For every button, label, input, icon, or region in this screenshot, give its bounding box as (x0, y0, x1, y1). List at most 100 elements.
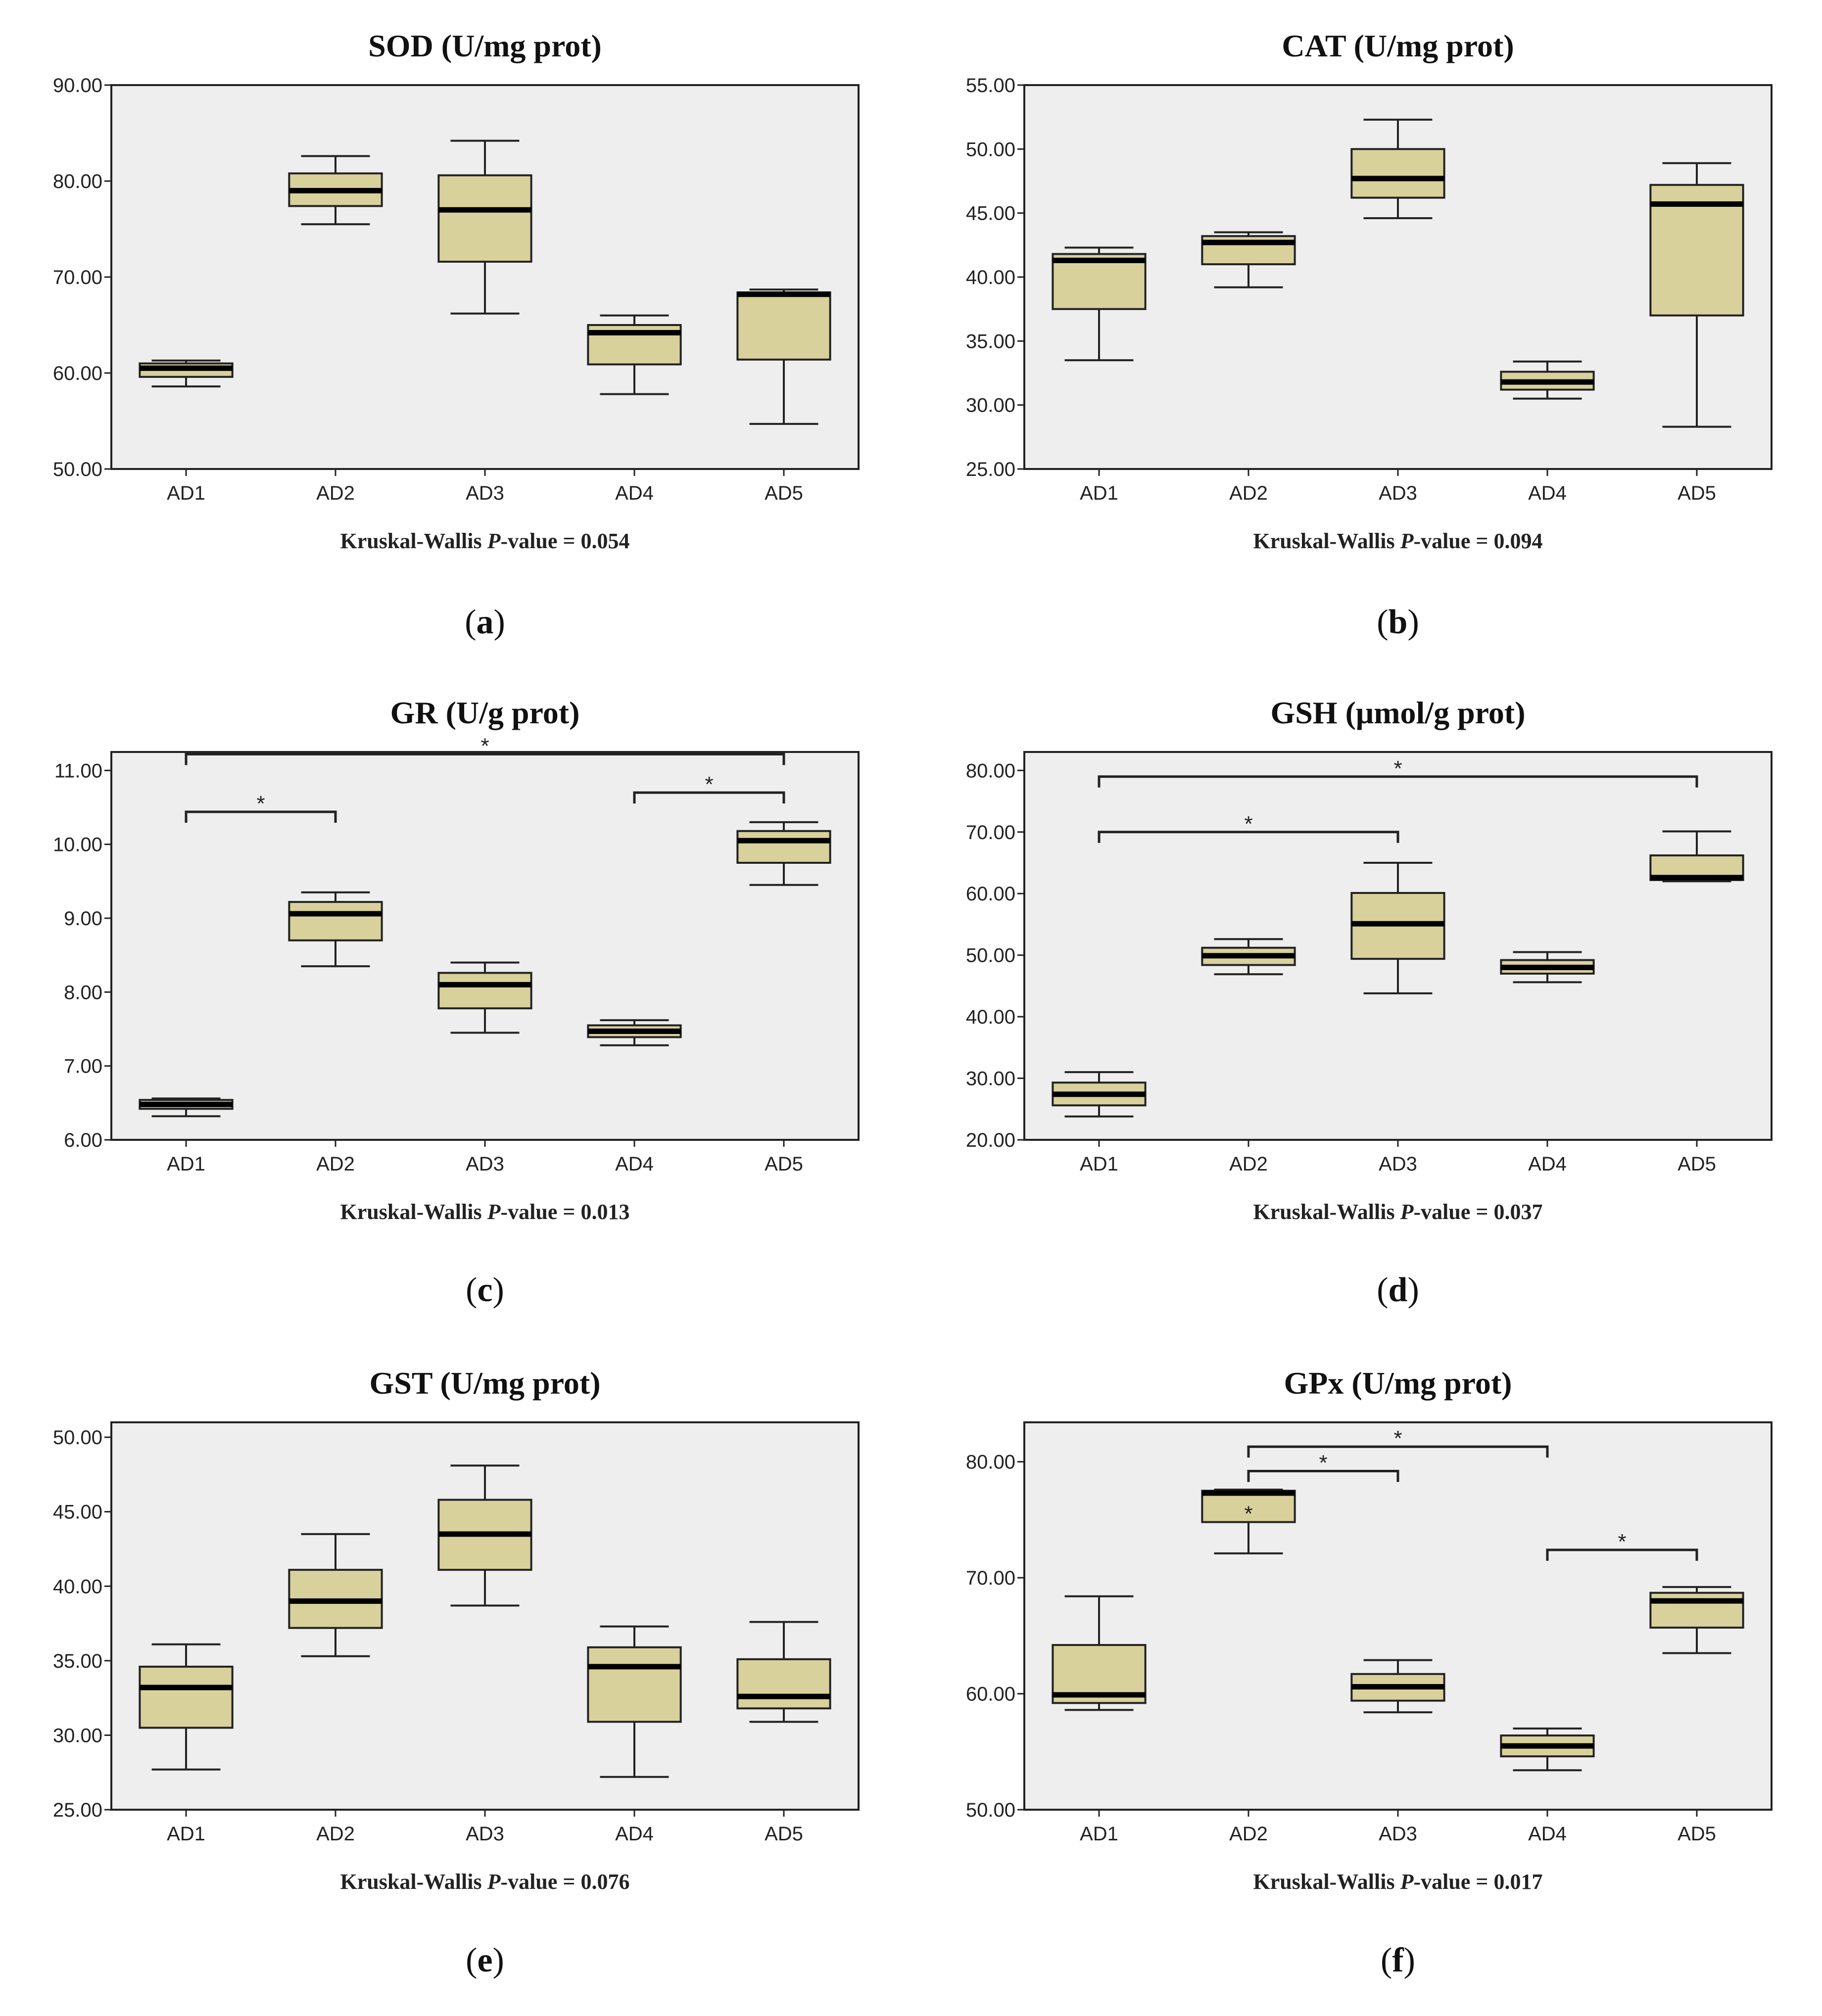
panel-label-letter: b (1389, 603, 1408, 641)
box-ad4 (1500, 1727, 1595, 1772)
panel-label-open: ( (1377, 1271, 1388, 1309)
bracket-line (1098, 775, 1698, 788)
p-value-prefix: Kruskal-Wallis (1253, 1200, 1400, 1224)
box-ad3 (1350, 1659, 1445, 1714)
y-tick-label: 30.00 (53, 1725, 102, 1746)
p-value-label: Kruskal-Wallis P-value = 0.013 (340, 1200, 630, 1224)
x-tick-label: AD3 (466, 482, 504, 504)
box-ad2 (288, 155, 383, 226)
bracket-line (185, 810, 337, 823)
box-iqr (437, 972, 532, 1010)
box-iqr (1350, 148, 1445, 199)
panel-label-letter: d (1389, 1271, 1408, 1309)
box-ad3 (437, 1464, 532, 1607)
box-iqr (437, 174, 532, 263)
x-tick-label: AD4 (1528, 1153, 1567, 1175)
y-tick-label: 6.00 (64, 1129, 102, 1151)
box-ad2 (1201, 938, 1296, 976)
p-value-suffix: -value = 0.013 (501, 1200, 630, 1224)
y-tick-label: 50.00 (53, 459, 102, 480)
p-value-prefix: Kruskal-Wallis (340, 1200, 487, 1224)
box-ad4 (1500, 360, 1595, 400)
box-iqr (736, 1658, 831, 1710)
y-tick-label: 8.00 (64, 982, 102, 1003)
box-ad5 (736, 288, 831, 425)
p-value-suffix: -value = 0.017 (1414, 1870, 1543, 1894)
box-ad4 (587, 314, 682, 395)
p-value-italic: P (1400, 1870, 1414, 1894)
y-tick-label: 45.00 (966, 203, 1015, 225)
x-tick-label: AD5 (1678, 482, 1716, 504)
box-iqr (1052, 253, 1147, 310)
y-tick-label: 60.00 (53, 363, 102, 384)
chart-title: SOD (U/mg prot) (368, 28, 602, 63)
box-ad3 (1350, 862, 1445, 994)
y-tick-label: 11.00 (54, 760, 102, 782)
box-ad5 (1649, 830, 1744, 883)
box-ad3 (437, 961, 532, 1034)
x-tick-label: AD4 (1528, 482, 1567, 504)
panel-label-letter: e (477, 1941, 492, 1979)
y-tick-label: 80.00 (966, 1452, 1015, 1473)
x-tick-label: AD1 (167, 482, 205, 504)
significance-star: * (1393, 756, 1402, 781)
p-value-italic: P (1400, 1200, 1414, 1224)
y-tick-label: 80.00 (53, 171, 102, 192)
panel-c: GR (U/g prot) 6.00 7.00 8.00 9.00 10.00 11.00 A… (53, 695, 860, 1309)
bracket-line (185, 752, 785, 765)
y-tick-label: 9.00 (64, 908, 102, 930)
p-value-suffix: -value = 0.094 (1414, 529, 1543, 553)
box-ad2 (288, 1533, 383, 1657)
p-value-label: Kruskal-Wallis P-value = 0.076 (340, 1870, 630, 1894)
p-value-italic: P (487, 1200, 501, 1224)
y-tick-label: 60.00 (966, 1684, 1015, 1705)
panel-label-close: ) (494, 603, 505, 641)
y-tick-label: 25.00 (53, 1799, 102, 1821)
panel-label-open: ( (1377, 603, 1388, 641)
p-value-italic: P (1400, 529, 1414, 553)
y-tick-label: 70.00 (966, 822, 1015, 844)
box-ad1 (139, 1643, 234, 1771)
bracket-line (633, 791, 785, 804)
box-iqr (736, 291, 831, 361)
box-ad2 (288, 891, 383, 968)
panel-label: (b) (1377, 603, 1419, 641)
box-ad5 (736, 1621, 831, 1723)
significance-bracket: * (1098, 812, 1399, 843)
x-tick-label: AD1 (167, 1823, 205, 1845)
p-value-prefix: Kruskal-Wallis (340, 1870, 487, 1894)
x-tick-label: AD4 (615, 1153, 654, 1175)
box-iqr (1649, 1592, 1744, 1629)
panel-f: GPx (U/mg prot) 50.00 60.00 70.00 80.00 AD1 AD… (966, 1365, 1773, 1979)
y-tick-label: 35.00 (966, 330, 1015, 352)
significance-bracket: * (1098, 756, 1698, 788)
y-tick-label: 80.00 (966, 760, 1015, 782)
y-tick-label: 40.00 (966, 1006, 1015, 1028)
panel-d: GSH (μmol/g prot) 20.00 30.00 40.00 50.00 60.… (966, 695, 1773, 1309)
box-ad1 (1052, 1071, 1147, 1118)
box-ad5 (736, 821, 831, 886)
significance-bracket: * (1247, 1451, 1399, 1482)
significance-star: * (1244, 812, 1252, 836)
panel-e: GST (U/mg prot) 25.00 30.00 35.00 40.00 45.00… (53, 1365, 860, 1979)
box-iqr (288, 901, 383, 941)
chart-title: GPx (U/mg prot) (1284, 1365, 1512, 1401)
panel-a: SOD (U/mg prot) 50.00 60.00 70.00 80.00 90.00… (53, 28, 860, 641)
x-tick-label: AD4 (615, 1823, 654, 1845)
plot-area (1023, 1421, 1773, 1811)
significance-star: * (1319, 1451, 1327, 1475)
y-tick-label: 50.00 (966, 139, 1015, 160)
box-ad4 (1500, 951, 1595, 984)
box-ad1 (1052, 1595, 1147, 1711)
x-tick-label: AD4 (1528, 1823, 1567, 1845)
box-ad3 (1350, 118, 1445, 220)
x-tick-label: AD5 (1678, 1823, 1716, 1845)
chart-title: GR (U/g prot) (390, 695, 580, 730)
p-value-italic: P (487, 1870, 501, 1894)
x-tick-label: AD2 (1229, 1153, 1268, 1175)
box-ad4 (587, 1019, 682, 1046)
x-tick-label: AD1 (167, 1153, 205, 1175)
box-iqr (587, 1646, 682, 1723)
y-tick-label: 50.00 (966, 945, 1015, 967)
panel-label: (c) (466, 1271, 504, 1309)
